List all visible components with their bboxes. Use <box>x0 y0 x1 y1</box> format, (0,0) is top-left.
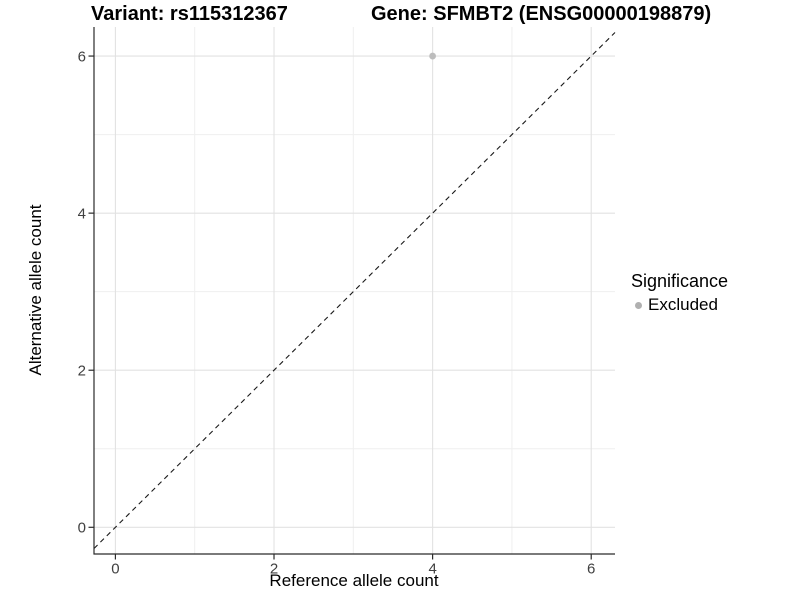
x-axis-label: Reference allele count <box>269 571 439 590</box>
legend: Significance Excluded <box>631 271 728 315</box>
y-tick-label: 4 <box>78 205 86 222</box>
y-tick-label: 2 <box>78 362 86 379</box>
legend-title: Significance <box>631 271 729 291</box>
data-point <box>429 52 437 60</box>
identity-line <box>93 32 616 549</box>
x-tick-label: 0 <box>111 561 119 578</box>
legend-item-label: Excluded <box>648 295 718 314</box>
legend-item-excluded: Excluded <box>635 295 728 315</box>
x-tick-label: 4 <box>428 561 436 578</box>
y-tick-label: 0 <box>78 519 86 536</box>
y-tick-label: 6 <box>78 48 86 65</box>
x-tick-label: 2 <box>270 561 278 578</box>
y-axis-label: Alternative allele count <box>26 204 45 376</box>
plot-title-gene: Gene: SFMBT2 (ENSG00000198879) <box>371 3 712 25</box>
legend-point-icon <box>635 301 642 309</box>
x-tick-label: 6 <box>587 561 595 578</box>
plot-title-variant: Variant: rs115312367 <box>91 3 288 25</box>
